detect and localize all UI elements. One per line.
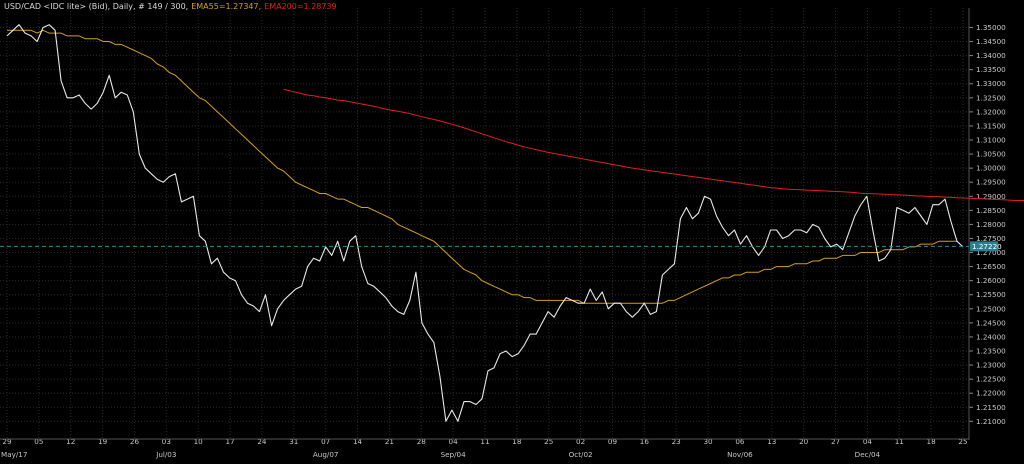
ema55-legend: EMA55=1.27347, [191, 2, 262, 11]
ema200-legend: EMA200=1.28739 [264, 2, 337, 11]
y-tick-label: 1.30000 [976, 164, 1006, 173]
x-tick-label: 30 [703, 437, 713, 446]
x-tick-label: 25 [544, 437, 553, 446]
x-tick-label: 25 [958, 437, 967, 446]
x-tick-label: 13 [767, 437, 776, 446]
x-month-label: May/17 [1, 450, 27, 459]
x-tick-label: 06 [735, 437, 745, 446]
ema200-line [283, 88, 1024, 202]
x-tick-label: 04 [449, 437, 459, 446]
x-tick-label: 03 [162, 437, 171, 446]
x-tick-label: 31 [289, 437, 298, 446]
x-tick-label: 17 [225, 437, 234, 446]
y-tick-label: 1.24000 [976, 332, 1006, 341]
x-month-label: Nov/06 [727, 450, 753, 459]
x-tick-label: 11 [480, 437, 489, 446]
x-tick-label: 21 [385, 437, 394, 446]
y-tick-label: 1.30500 [976, 150, 1006, 159]
grid-lines [0, 8, 969, 438]
y-tick-label: 1.32000 [976, 107, 1006, 116]
x-month-label: Jul/03 [155, 450, 176, 459]
x-tick-label: 18 [512, 437, 522, 446]
x-month-label: Sep/04 [441, 450, 467, 459]
x-tick-label: 26 [130, 437, 140, 446]
y-tick-label: 1.24500 [976, 318, 1006, 327]
x-tick-label: 18 [927, 437, 937, 446]
x-tick-label: 14 [353, 437, 363, 446]
x-tick-label: 27 [831, 437, 840, 446]
symbol-title: USD/CAD <IDC lite> (Bid), Daily, # 149 /… [4, 2, 189, 11]
y-tick-label: 1.23500 [976, 347, 1006, 356]
x-tick-label: 24 [257, 437, 267, 446]
y-tick-label: 1.33500 [976, 65, 1006, 74]
x-tick-label: 02 [576, 437, 585, 446]
current-price-marker: 1.27220 [0, 241, 1002, 252]
x-tick-label: 05 [34, 437, 43, 446]
x-month-label: Aug/07 [313, 450, 339, 459]
x-tick-label: 07 [321, 437, 330, 446]
y-tick-label: 1.34000 [976, 51, 1006, 60]
x-tick-label: 11 [895, 437, 904, 446]
x-tick-label: 19 [98, 437, 108, 446]
ema55-line [7, 29, 957, 304]
y-tick-label: 1.32500 [976, 93, 1006, 102]
price-line [6, 24, 964, 422]
x-tick-label: 28 [417, 437, 427, 446]
y-tick-label: 1.22500 [976, 375, 1006, 384]
x-tick-label: 29 [2, 437, 12, 446]
x-month-label: Dec/04 [855, 450, 881, 459]
y-tick-label: 1.31500 [976, 121, 1006, 130]
y-tick-label: 1.26000 [976, 276, 1006, 285]
y-tick-label: 1.29500 [976, 178, 1006, 187]
current-price-label: 1.27220 [972, 242, 1002, 251]
x-tick-label: 20 [799, 437, 809, 446]
y-tick-label: 1.28000 [976, 220, 1006, 229]
y-tick-label: 1.23000 [976, 361, 1006, 370]
x-tick-label: 10 [194, 437, 204, 446]
y-tick-label: 1.33000 [976, 79, 1006, 88]
y-tick-label: 1.26500 [976, 262, 1006, 271]
x-tick-label: 16 [640, 437, 650, 446]
x-tick-label: 12 [66, 437, 75, 446]
chart-header: USD/CAD <IDC lite> (Bid), Daily, # 149 /… [4, 2, 340, 12]
y-axis: 1.35000 1.34500 1.34000 1.33500 1.33000 1.325… [968, 8, 1006, 440]
y-tick-label: 1.29000 [976, 192, 1006, 201]
y-tick-label: 1.27500 [976, 234, 1006, 243]
y-tick-label: 1.21500 [976, 403, 1006, 412]
current-price-tag [970, 241, 998, 252]
x-tick-label: 09 [608, 437, 618, 446]
y-tick-label: 1.22000 [976, 389, 1006, 398]
x-tick-label: 04 [863, 437, 873, 446]
y-tick-label: 1.34500 [976, 37, 1006, 46]
y-tick-label: 1.31000 [976, 136, 1006, 145]
x-tick-label: 23 [672, 437, 681, 446]
y-tick-label: 1.21000 [976, 417, 1006, 426]
y-tick-label: 1.25000 [976, 304, 1006, 313]
x-month-label: Oct/02 [569, 450, 593, 459]
series-layer [6, 24, 1024, 422]
x-axis: 29 05 12 19 26 03 10 17 24 31 07 14 21 28 04 11 18 25 02 09… [0, 437, 969, 459]
y-tick-label: 1.28500 [976, 206, 1006, 215]
y-tick-label: 1.27000 [976, 248, 1006, 257]
y-tick-label: 1.25500 [976, 290, 1006, 299]
y-tick-label: 1.35000 [976, 23, 1006, 32]
